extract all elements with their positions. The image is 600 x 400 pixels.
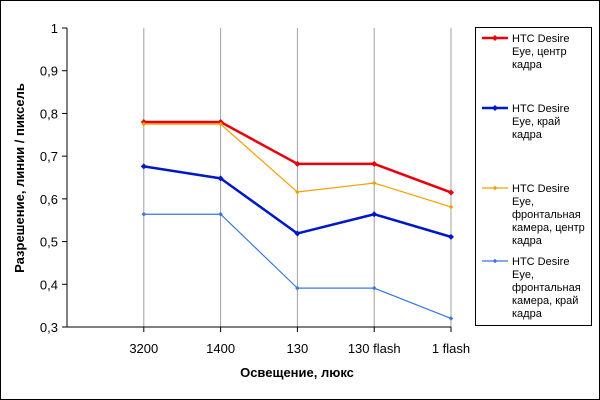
axes [62,27,452,332]
legend-swatch-marker [492,105,498,111]
data-point [448,204,454,210]
data-point [141,211,147,217]
legend: HTC Desire Eye, центр кадра HTC Desire E… [475,27,592,326]
y-axis-title: Разрешение, линии / пиксель [12,83,27,273]
data-point [294,230,301,237]
x-axis-title: Освещение, люкс [240,365,354,380]
legend-swatch [482,35,508,41]
data-point [371,180,377,186]
data-point [218,121,223,127]
y-tick-label: 0,6 [40,192,58,207]
legend-swatch [482,258,508,264]
legend-swatch-marker [492,35,498,41]
grid [143,28,452,327]
legend-swatch-marker [492,258,498,264]
data-point [295,189,300,195]
data-point [295,285,300,291]
data-point [448,189,454,196]
data-point [448,316,454,321]
x-tick-label: 1 flash [432,341,470,356]
legend-label: HTC Desire Eye, центр кадра [512,33,570,71]
y-tick-label: 0,7 [40,149,58,164]
data-point [371,160,378,167]
data-point [218,211,223,217]
legend-label: HTC Desire Eye, фронтальная камера, край… [512,256,581,320]
x-tick-label: 130 flash [348,341,401,356]
y-tick-label: 0,5 [40,235,58,250]
x-tick-label: 3200 [129,341,158,356]
legend-swatch [482,185,508,191]
series-lines [140,118,454,321]
data-point [371,211,378,218]
x-tick-label: 1400 [206,341,235,356]
legend-label: HTC Desire Eye, край кадра [512,103,570,141]
y-tick-label: 0,4 [40,277,58,292]
x-tick-label: 130 [287,341,309,356]
data-point [217,175,224,182]
legend-swatch [482,105,508,111]
data-point [140,163,147,170]
data-point [294,160,301,167]
y-tick-label: 0,8 [40,106,58,121]
legend-label: HTC Desire Eye, фронтальная камера, цент… [512,183,585,247]
legend-swatch-marker [492,185,498,191]
data-point [141,121,147,127]
data-point [371,285,377,291]
data-point [448,233,454,240]
y-tick-label: 1 [51,21,58,36]
y-tick-label: 0,3 [40,320,58,335]
y-tick-label: 0,9 [40,64,58,79]
tick-labels: 0,3 0,4 0,5 0,6 0,7 0,8 0,9 1 3200 1400 130 130 fla… [40,21,470,356]
